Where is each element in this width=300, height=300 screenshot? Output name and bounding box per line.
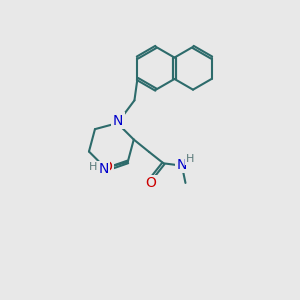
Text: N: N bbox=[113, 114, 123, 128]
Text: H: H bbox=[89, 162, 97, 172]
Text: N: N bbox=[99, 162, 109, 176]
Text: H: H bbox=[186, 154, 194, 164]
Text: O: O bbox=[101, 160, 112, 174]
Text: N: N bbox=[177, 158, 187, 172]
Text: O: O bbox=[145, 176, 156, 190]
